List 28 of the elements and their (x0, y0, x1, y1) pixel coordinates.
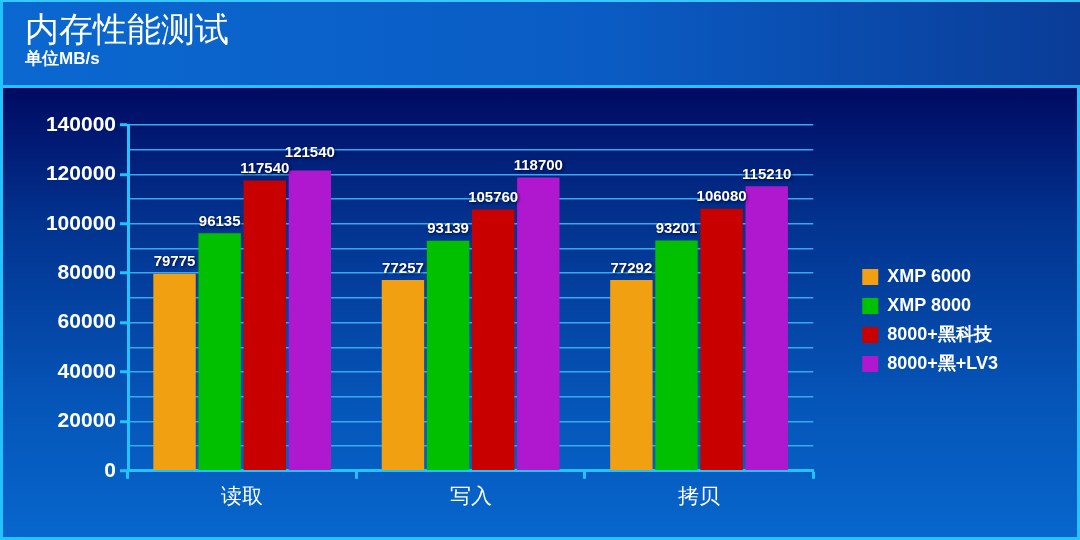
chart-title: 内存性能测试 (25, 9, 229, 49)
data-label: 121540 (284, 143, 335, 161)
data-label: 77292 (610, 258, 653, 276)
data-label: 79775 (153, 252, 196, 270)
x-tick-label: 读取 (221, 484, 264, 508)
data-label: 118700 (513, 156, 563, 174)
data-label: 77257 (382, 258, 424, 276)
y-tick-label: 100000 (45, 210, 116, 234)
y-tick-label: 60000 (57, 309, 116, 333)
legend-label: 8000+黑科技 (887, 323, 993, 344)
data-label: 115210 (742, 164, 792, 182)
y-tick-label: 20000 (57, 408, 116, 432)
data-label: 93139 (427, 219, 469, 237)
legend-label: XMP 8000 (887, 294, 971, 315)
data-label: 96135 (198, 211, 241, 229)
y-tick-label: 120000 (45, 161, 116, 185)
legend-label: 8000+黑+LV3 (887, 352, 999, 373)
data-label: 117540 (240, 159, 290, 177)
legend-label: XMP 6000 (887, 265, 971, 286)
y-tick-label: 80000 (57, 260, 116, 283)
y-tick-label: 40000 (57, 358, 116, 382)
x-tick-label: 拷贝 (678, 484, 721, 508)
chart-subtitle: 单位MB/s (25, 49, 100, 69)
data-label: 93201 (655, 219, 698, 237)
y-tick-label: 140000 (45, 111, 116, 135)
x-tick-label: 写入 (449, 484, 492, 508)
y-tick-label: 0 (104, 457, 116, 481)
data-label: 106080 (696, 187, 747, 205)
